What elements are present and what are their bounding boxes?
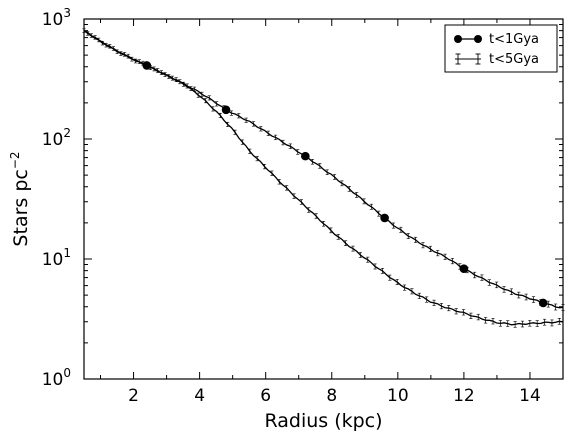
legend-symbol-errorbar-line [455, 53, 481, 65]
legend-label-t5gya: t<5Gya [489, 52, 539, 67]
y-tick-label-base: 10 [42, 250, 64, 270]
legend-marker [454, 35, 462, 43]
legend-marker [474, 35, 482, 43]
x-tick-label: 8 [326, 386, 337, 406]
y-axis-title: Stars pc−2 [8, 151, 32, 246]
x-tick-label: 12 [453, 386, 475, 406]
data-point-t1gya [538, 298, 548, 308]
y-tick-label-exponent: 1 [63, 246, 71, 260]
legend-entry-t1gya: t<1Gya [454, 32, 539, 47]
x-axis-ticks: 2 4 6 8 10 12 14 [100, 19, 564, 406]
y-axis-title-text: Stars pc [10, 169, 32, 246]
data-point-t1gya [459, 264, 469, 274]
x-axis-title: Radius (kpc) [264, 410, 382, 432]
x-tick-label: 2 [128, 386, 139, 406]
plot-markers-group [142, 61, 548, 308]
y-tick-label-base: 10 [42, 10, 64, 30]
data-point-t1gya [380, 213, 389, 223]
x-tick-label: 6 [260, 386, 271, 406]
series-line-t5gya [83, 29, 564, 326]
y-tick-label-exponent: 3 [63, 6, 71, 20]
legend-box [444, 24, 558, 73]
x-tick-label: 10 [387, 386, 409, 406]
y-tick-label-base: 10 [42, 370, 64, 390]
data-point-t1gya [221, 105, 231, 115]
x-tick-label: 14 [519, 386, 541, 406]
y-tick-label-base: 10 [42, 130, 64, 150]
data-point-t1gya [301, 151, 310, 161]
y-tick-label: 100 [42, 366, 71, 390]
y-axis-title-exponent: −2 [8, 151, 22, 169]
y-tick-label-exponent: 0 [63, 366, 71, 380]
y-tick-label: 101 [42, 246, 71, 270]
y-tick-label: 102 [42, 126, 71, 150]
series-line-t1gya [83, 30, 564, 309]
y-tick-label: 103 [42, 6, 71, 30]
legend-symbol-circle-line [454, 35, 482, 43]
plot-area-frame [83, 18, 564, 380]
x-tick-label: 4 [194, 386, 205, 406]
legend-entry-t5gya: t<5Gya [455, 52, 539, 67]
legend-label-t1gya: t<1Gya [489, 32, 539, 47]
legend: t<1Gya t<5Gya [444, 24, 558, 73]
y-tick-label-exponent: 2 [63, 126, 71, 140]
data-point-t1gya [142, 61, 152, 70]
plot-series-group [82, 28, 565, 328]
